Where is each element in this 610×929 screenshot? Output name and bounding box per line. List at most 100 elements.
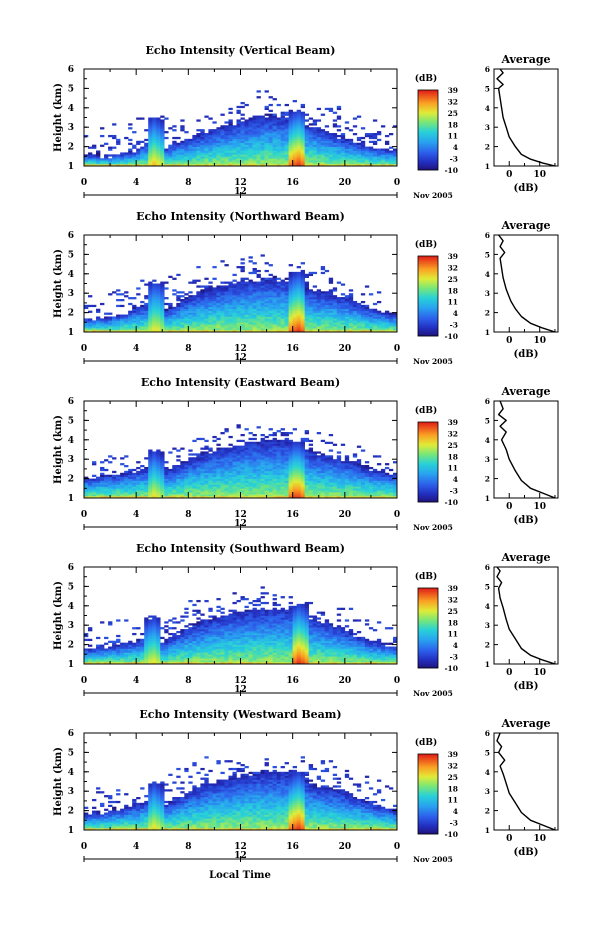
- echo-cell: [312, 156, 318, 159]
- echo-cell: [252, 451, 257, 454]
- echo-cell: [156, 455, 161, 458]
- echo-cell: [232, 291, 237, 294]
- echo-cell: [344, 144, 350, 147]
- echo-cell: [264, 277, 269, 280]
- echo-cell: [248, 449, 253, 452]
- echo-cell: [292, 320, 297, 323]
- echo-cell: [220, 144, 225, 147]
- echo-cell: [336, 472, 342, 476]
- echo-cell: [268, 279, 273, 282]
- echo-cell: [336, 306, 342, 310]
- echo-cell: [268, 291, 273, 294]
- echo-cell: [272, 277, 277, 280]
- echo-cell: [260, 164, 265, 167]
- echo-cell: [128, 152, 133, 155]
- echo-cell: [244, 293, 249, 296]
- echo-cell: [160, 160, 165, 163]
- echo-cell: [212, 459, 217, 462]
- echo-cell: [268, 109, 273, 112]
- echo-cell: [260, 433, 265, 437]
- echo-cell: [280, 465, 285, 468]
- echo-cell: [324, 297, 330, 300]
- echo-cell: [212, 158, 217, 161]
- echo-cell: [284, 447, 289, 450]
- echo-cell: [256, 486, 261, 489]
- echo-cell: [176, 455, 181, 458]
- echo-cell: [168, 148, 173, 151]
- echo-cell: [216, 146, 221, 149]
- echo-cell: [200, 289, 205, 292]
- colorbar-swatch: [418, 128, 438, 131]
- echo-cell: [260, 254, 265, 257]
- echo-cell: [180, 148, 185, 151]
- echo-cell: [116, 330, 121, 333]
- echo-cell: [260, 457, 265, 460]
- echo-cell: [240, 146, 245, 149]
- echo-cell: [308, 453, 314, 456]
- colorbar-swatch: [418, 118, 438, 121]
- echo-cell: [184, 330, 189, 333]
- echo-cell: [208, 129, 213, 132]
- echo-cell: [328, 136, 334, 140]
- echo-cell: [220, 328, 225, 331]
- echo-cell: [380, 328, 386, 331]
- echo-cell: [300, 322, 305, 325]
- echo-cell: [364, 492, 370, 495]
- echo-cell: [144, 160, 149, 163]
- echo-cell: [372, 160, 378, 163]
- echo-cell: [268, 463, 273, 466]
- echo-cell: [200, 312, 205, 315]
- echo-cell: [352, 476, 358, 479]
- echo-cell: [324, 496, 330, 499]
- echo-cell: [220, 463, 225, 466]
- echo-cell: [308, 482, 314, 485]
- echo-cell: [344, 158, 350, 161]
- echo-cell: [252, 441, 257, 444]
- echo-cell: [196, 279, 201, 282]
- echo-cell: [320, 453, 326, 456]
- echo-cell: [324, 476, 330, 479]
- echo-cell: [268, 96, 273, 99]
- echo-cell: [272, 123, 277, 126]
- echo-cell: [116, 293, 121, 296]
- echo-cell: [216, 484, 221, 487]
- echo-cell: [376, 470, 382, 474]
- echo-cell: [124, 322, 129, 325]
- echo-cell: [232, 142, 237, 145]
- echo-cell: [196, 293, 201, 296]
- echo-cell: [164, 474, 169, 477]
- echo-cell: [160, 463, 165, 466]
- echo-cell: [252, 117, 257, 120]
- echo-cell: [268, 330, 273, 333]
- echo-cell: [184, 146, 189, 149]
- echo-cell: [308, 289, 314, 292]
- echo-cell: [124, 295, 129, 298]
- echo-cell: [268, 470, 273, 474]
- echo-cell: [184, 299, 189, 302]
- echo-cell: [276, 125, 281, 128]
- echo-cell: [228, 140, 233, 144]
- echo-cell: [268, 121, 273, 124]
- echo-cell: [232, 295, 237, 298]
- echo-cell: [160, 484, 165, 487]
- echo-cell: [264, 324, 269, 327]
- y-tick-label: 6: [68, 231, 74, 241]
- echo-cell: [272, 297, 277, 300]
- echo-cell: [280, 453, 285, 456]
- echo-cell: [280, 322, 285, 325]
- echo-cell: [128, 310, 133, 313]
- echo-cell: [272, 150, 277, 153]
- echo-cell: [332, 306, 338, 310]
- echo-cell: [328, 300, 334, 304]
- echo-cell: [352, 463, 358, 466]
- echo-cell: [196, 306, 201, 310]
- echo-cell: [148, 486, 153, 489]
- echo-cell: [220, 482, 225, 485]
- echo-cell: [196, 322, 201, 325]
- echo-cell: [304, 283, 310, 286]
- echo-cell: [196, 474, 201, 477]
- echo-cell: [248, 432, 253, 435]
- echo-cell: [308, 461, 314, 464]
- echo-cell: [344, 468, 350, 472]
- echo-cell: [164, 308, 169, 311]
